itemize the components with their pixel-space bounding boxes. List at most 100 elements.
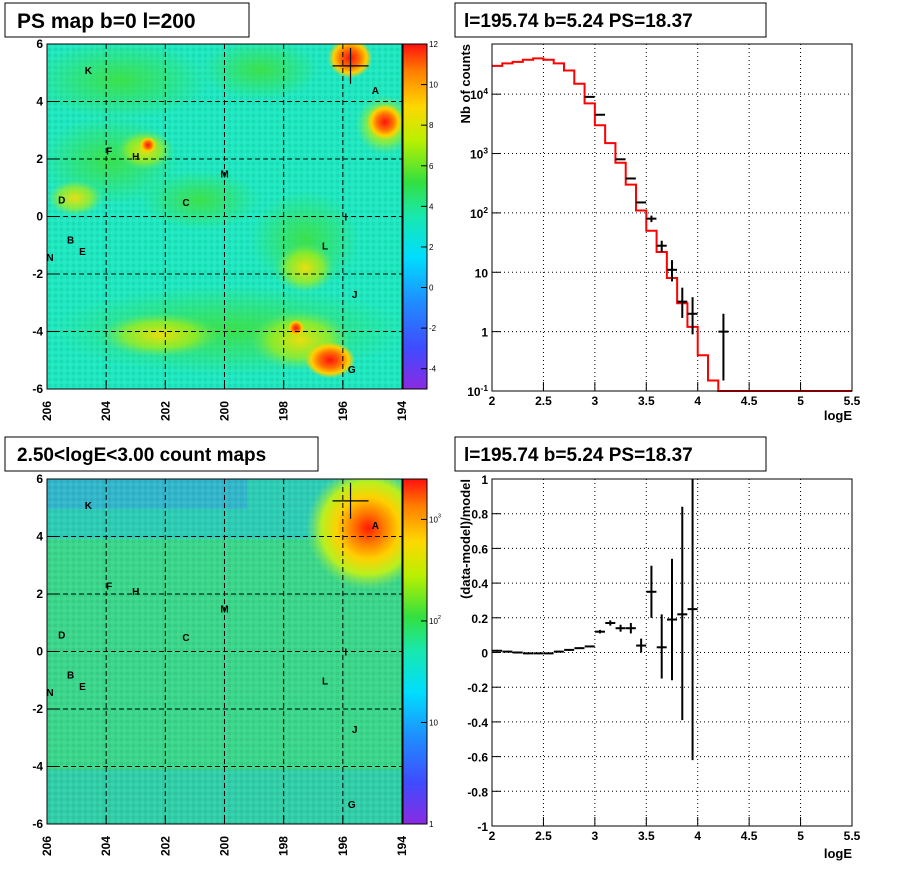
y-tick-label: -0.8 <box>467 785 488 799</box>
residual-title: l=195.74 b=5.24 PS=18.37 <box>464 445 693 466</box>
x-tick-label: 5 <box>797 394 804 408</box>
y-tick-label: -0.6 <box>467 751 488 765</box>
x-tick-label: 202 <box>158 401 172 421</box>
y-tick-label: 104 <box>470 86 488 102</box>
source-label: J <box>352 290 358 301</box>
y-tick-label: 10-1 <box>467 383 488 399</box>
ps-map-image <box>47 44 402 389</box>
source-label: G <box>348 365 356 376</box>
spectrum-frame <box>491 43 853 392</box>
x-tick-label: 3 <box>592 829 599 843</box>
colorbar-tick-label: 103 <box>429 513 441 524</box>
x-tick-label: 194 <box>395 836 409 856</box>
count-map-grid <box>47 479 402 824</box>
ps-map-y-ticks: 6 4 2 0 -2 -4 -6 <box>32 37 55 396</box>
x-tick-label: 2.5 <box>535 829 552 843</box>
y-tick-label: 102 <box>470 205 488 221</box>
source-label: F <box>106 146 112 157</box>
residual-x-label: logE <box>824 846 852 861</box>
y-tick-label: 4 <box>36 95 43 109</box>
ps-map-colorbar-ticks: 12 10 8 6 4 2 0 -2 -4 <box>421 40 438 374</box>
x-tick-label: 200 <box>218 836 232 856</box>
spectrum-title: l=195.74 b=5.24 PS=18.37 <box>464 11 693 32</box>
y-tick-label: 0.6 <box>471 542 488 556</box>
y-tick-label: -1 <box>477 820 488 834</box>
x-tick-label: 5.5 <box>844 829 861 843</box>
colorbar-tick-label: 2 <box>429 243 434 252</box>
y-tick-label: -0.2 <box>467 681 488 695</box>
y-tick-label: -2 <box>32 267 43 281</box>
source-label: N <box>46 688 53 699</box>
y-tick-label: 4 <box>36 530 43 544</box>
count-map-panel: 2.50<logE<3.00 count maps K A F H M D C I BE N L J G… <box>4 436 441 856</box>
source-label: K <box>85 501 93 512</box>
source-label: I <box>344 213 347 224</box>
residual-data-points <box>492 479 698 761</box>
y-tick-label: 2 <box>36 152 43 166</box>
colorbar-tick-label: 4 <box>429 202 434 211</box>
colorbar-tick-label: 12 <box>429 40 438 49</box>
spectrum-model-histogram <box>492 57 852 392</box>
source-label: D <box>58 195 65 206</box>
spectrum-grid <box>492 44 852 391</box>
source-label: F <box>106 581 112 592</box>
y-tick-label: 0.4 <box>471 577 488 591</box>
ps-map-x-ticks: 206 204 202 200 198 196 194 <box>40 381 409 421</box>
source-label: H <box>132 587 139 598</box>
y-tick-label: 0 <box>481 647 488 661</box>
y-tick-label: 0 <box>36 645 43 659</box>
source-label: N <box>46 253 53 264</box>
colorbar-tick-label: 8 <box>429 121 434 130</box>
y-tick-label: 0 <box>36 210 43 224</box>
y-tick-label: -4 <box>32 325 43 339</box>
y-tick-label: 10 <box>475 266 489 280</box>
source-label: H <box>132 152 139 163</box>
x-tick-label: 204 <box>99 836 113 856</box>
spectrum-panel: l=195.74 b=5.24 PS=18.37 2 2.5 3 3.5 4 4.5 5 5.… <box>454 2 861 423</box>
x-tick-label: 4.5 <box>741 829 758 843</box>
ps-map-colorbar-frame <box>402 43 428 390</box>
count-map-position-marker <box>332 482 369 519</box>
x-tick-label: 196 <box>336 836 350 856</box>
residual-x-ticks: 2 2.5 3 3.5 4 4.5 5 5.5 <box>489 817 861 843</box>
model-histogram-line <box>492 57 852 392</box>
x-tick-label: 204 <box>99 401 113 421</box>
source-label: C <box>182 198 189 209</box>
ps-map-colorbar <box>403 44 427 389</box>
residual-y-label: (data-model)/model <box>458 479 473 599</box>
colorbar-tick-label: 10 <box>429 718 438 727</box>
ps-map-source-labels: K A F H M D C I BE N L J G <box>46 66 379 376</box>
x-tick-label: 194 <box>395 401 409 421</box>
residual-title-box <box>454 436 767 472</box>
colorbar-tick-label: 10 <box>429 81 438 90</box>
source-label: D <box>58 630 65 641</box>
y-tick-label: 1 <box>481 473 488 487</box>
x-tick-label: 4 <box>694 394 701 408</box>
x-tick-label: 3.5 <box>638 829 655 843</box>
source-label: M <box>220 604 228 615</box>
x-tick-label: 3 <box>592 394 599 408</box>
count-map-image <box>47 479 402 824</box>
source-label: E <box>79 247 86 258</box>
colorbar-tick-label: 6 <box>429 162 434 171</box>
x-tick-label: 5.5 <box>844 394 861 408</box>
spectrum-data-points <box>584 95 729 381</box>
y-tick-label: 0.2 <box>471 612 488 626</box>
y-tick-label: 103 <box>470 146 488 162</box>
spectrum-x-ticks: 2 2.5 3 3.5 4 4.5 5 5.5 <box>489 382 861 408</box>
source-label: A <box>372 521 379 532</box>
ps-map-panel: PS map b=0 l=200 K A F H M D C I BE N <box>4 2 438 421</box>
x-tick-label: 206 <box>40 401 54 421</box>
source-label: B <box>67 236 74 247</box>
source-label: A <box>372 86 379 97</box>
count-map-colorbar <box>403 479 427 824</box>
x-tick-label: 3.5 <box>638 394 655 408</box>
source-label: K <box>85 66 93 77</box>
source-label: J <box>352 725 358 736</box>
x-tick-label: 4.5 <box>741 394 758 408</box>
x-tick-label: 200 <box>218 401 232 421</box>
y-tick-label: -4 <box>32 760 43 774</box>
